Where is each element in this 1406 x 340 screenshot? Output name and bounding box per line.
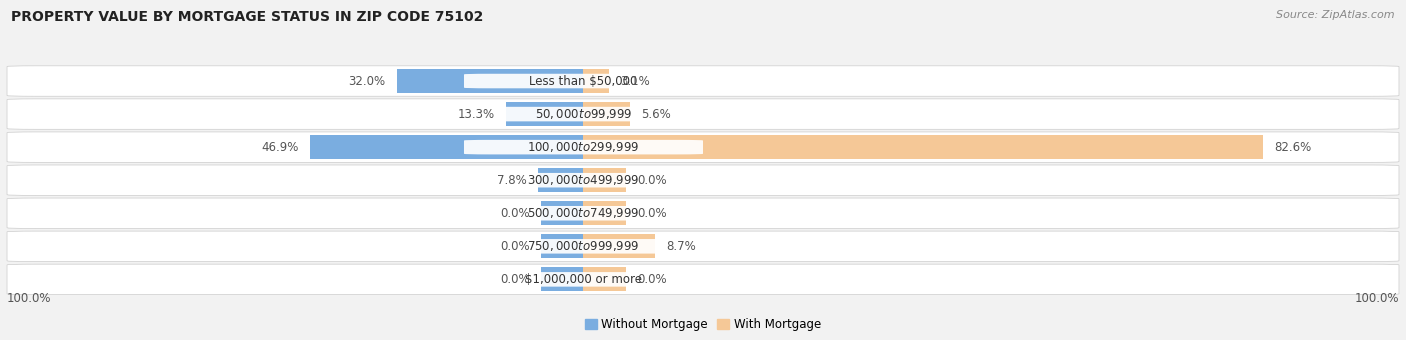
Text: 82.6%: 82.6% [1274, 141, 1312, 154]
Text: PROPERTY VALUE BY MORTGAGE STATUS IN ZIP CODE 75102: PROPERTY VALUE BY MORTGAGE STATUS IN ZIP… [11, 10, 484, 24]
Bar [396, 69, 583, 93]
Text: $100,000 to $299,999: $100,000 to $299,999 [527, 140, 640, 154]
Text: 0.0%: 0.0% [637, 273, 666, 286]
Bar [541, 201, 583, 225]
Text: Less than $50,000: Less than $50,000 [529, 74, 638, 87]
Text: 32.0%: 32.0% [349, 74, 385, 87]
Text: Source: ZipAtlas.com: Source: ZipAtlas.com [1277, 10, 1395, 20]
FancyBboxPatch shape [7, 264, 1399, 294]
FancyBboxPatch shape [464, 140, 703, 154]
FancyBboxPatch shape [464, 74, 703, 88]
Legend: Without Mortgage, With Mortgage: Without Mortgage, With Mortgage [581, 314, 825, 336]
Text: 0.0%: 0.0% [637, 174, 666, 187]
FancyBboxPatch shape [7, 198, 1399, 228]
FancyBboxPatch shape [464, 239, 703, 254]
Bar [583, 102, 630, 126]
Text: 0.0%: 0.0% [501, 273, 530, 286]
Text: 100.0%: 100.0% [7, 292, 52, 305]
Bar [541, 268, 583, 291]
Text: 7.8%: 7.8% [496, 174, 527, 187]
Bar [583, 268, 626, 291]
Bar [583, 69, 609, 93]
FancyBboxPatch shape [7, 66, 1399, 96]
Text: $750,000 to $999,999: $750,000 to $999,999 [527, 239, 640, 253]
Bar [541, 234, 583, 258]
Text: 0.0%: 0.0% [637, 207, 666, 220]
Text: $300,000 to $499,999: $300,000 to $499,999 [527, 173, 640, 187]
Text: $1,000,000 or more: $1,000,000 or more [524, 273, 643, 286]
FancyBboxPatch shape [7, 165, 1399, 196]
Text: 13.3%: 13.3% [457, 107, 495, 121]
FancyBboxPatch shape [464, 107, 703, 121]
FancyBboxPatch shape [7, 99, 1399, 129]
Bar [309, 135, 583, 159]
FancyBboxPatch shape [7, 231, 1399, 261]
FancyBboxPatch shape [464, 272, 703, 287]
Bar [506, 102, 583, 126]
Bar [583, 234, 655, 258]
Text: 5.6%: 5.6% [641, 107, 671, 121]
Text: 8.7%: 8.7% [666, 240, 696, 253]
Text: 0.0%: 0.0% [501, 207, 530, 220]
Text: 100.0%: 100.0% [1354, 292, 1399, 305]
FancyBboxPatch shape [464, 173, 703, 187]
Bar [583, 201, 626, 225]
Bar [583, 135, 1263, 159]
Text: 0.0%: 0.0% [501, 240, 530, 253]
Bar [583, 168, 626, 192]
FancyBboxPatch shape [7, 132, 1399, 163]
Text: $500,000 to $749,999: $500,000 to $749,999 [527, 206, 640, 220]
FancyBboxPatch shape [464, 206, 703, 221]
Text: 46.9%: 46.9% [262, 141, 298, 154]
Bar [538, 168, 583, 192]
Text: 3.1%: 3.1% [620, 74, 650, 87]
Text: $50,000 to $99,999: $50,000 to $99,999 [534, 107, 633, 121]
